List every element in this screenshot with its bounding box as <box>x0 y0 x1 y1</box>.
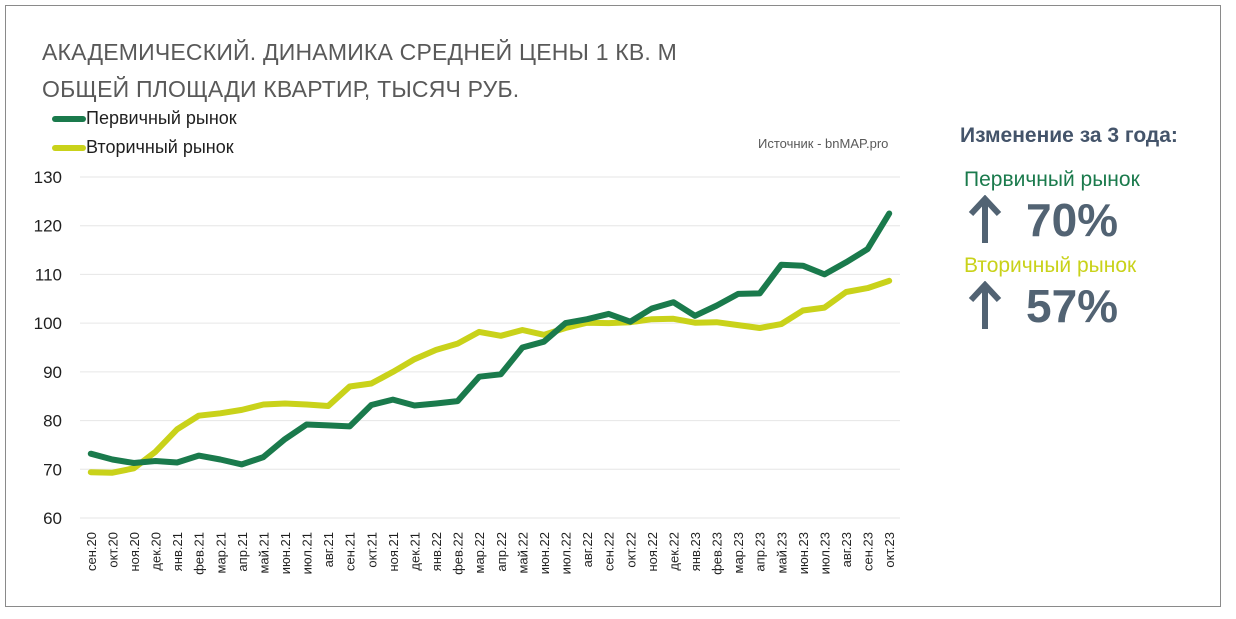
x-tick-label: сен.23 <box>861 532 876 571</box>
y-tick-label: 70 <box>43 460 62 479</box>
x-tick-label: май.23 <box>774 532 789 574</box>
legend-swatch-secondary <box>52 144 86 151</box>
x-tick-label: июн.21 <box>278 532 293 574</box>
x-tick-label: мар.23 <box>731 532 746 573</box>
y-tick-label: 120 <box>34 217 62 236</box>
y-tick-label: 100 <box>34 314 62 333</box>
x-tick-label: июн.23 <box>796 532 811 574</box>
x-tick-label: авг.23 <box>839 532 854 567</box>
x-tick-label: ноя.22 <box>645 532 660 572</box>
x-tick-label: сен.22 <box>602 532 617 571</box>
series-line-primary <box>87 210 893 468</box>
change-panel: Изменение за 3 года: Первичный рынок 70%… <box>958 124 1228 334</box>
x-tick-label: апр.21 <box>235 532 250 572</box>
y-tick-label: 130 <box>34 168 62 187</box>
x-tick-label: фев.22 <box>451 532 466 575</box>
x-tick-label: фев.21 <box>192 532 207 575</box>
chart-title-line-2: ОБЩЕЙ ПЛОЩАДИ КВАРТИР, ТЫСЯЧ РУБ. <box>42 76 520 102</box>
x-tick-label: ноя.20 <box>127 532 142 572</box>
x-tick-label: янв.23 <box>688 532 703 571</box>
change-primary-label: Первичный рынок <box>964 168 1140 191</box>
legend-item-primary: Первичный рынок <box>52 104 237 133</box>
x-tick-label: ноя.21 <box>386 532 401 572</box>
y-tick-label: 80 <box>43 412 62 431</box>
x-tick-label: дек.21 <box>407 532 422 571</box>
x-tick-label: окт.20 <box>105 532 120 568</box>
line-chart: 60 70 80 90 100 110 120 130 сен.20 окт.20 ноя.20 де… <box>34 168 900 575</box>
x-tick-label: май.21 <box>256 532 271 574</box>
x-tick-label: июн.22 <box>537 532 552 574</box>
arrow-up-icon <box>968 195 1002 243</box>
legend: Первичный рынок Вторичный рынок <box>52 104 237 162</box>
legend-label-secondary: Вторичный рынок <box>86 137 234 157</box>
x-tick-label: мар.22 <box>472 532 487 573</box>
x-tick-label: сен.21 <box>343 532 358 571</box>
y-tick-label: 90 <box>43 363 62 382</box>
x-tick-label: июл.22 <box>559 532 574 574</box>
x-tick-label: авг.22 <box>580 532 595 567</box>
x-tick-label: авг.21 <box>321 532 336 567</box>
x-tick-label: май.22 <box>515 532 530 574</box>
x-tick-label: окт.23 <box>882 532 897 568</box>
legend-swatch-primary <box>52 115 86 122</box>
x-tick-label: фев.23 <box>710 532 725 575</box>
x-tick-label: апр.23 <box>753 532 768 572</box>
change-primary: 70% <box>968 192 1228 248</box>
x-tick-label: мар.21 <box>213 532 228 573</box>
arrow-up-icon <box>968 281 1002 329</box>
x-tick-label: янв.22 <box>429 532 444 571</box>
source-note: Источник - bnMAP.pro <box>758 136 889 151</box>
change-secondary: 57% <box>968 278 1228 334</box>
legend-item-secondary: Вторичный рынок <box>52 133 237 162</box>
change-primary-value: 70% <box>1026 194 1119 246</box>
x-tick-label: янв.21 <box>170 532 185 571</box>
change-secondary-label: Вторичный рынок <box>964 254 1137 277</box>
x-tick-label: окт.21 <box>364 532 379 568</box>
x-tick-label: апр.22 <box>494 532 509 572</box>
x-tick-label: сен.20 <box>84 532 99 571</box>
x-tick-label: окт.22 <box>623 532 638 568</box>
change-panel-title: Изменение за 3 года: <box>960 124 1178 147</box>
chart-frame <box>5 5 1221 607</box>
x-tick-label: июл.21 <box>300 532 315 574</box>
x-tick-label: дек.22 <box>666 532 681 571</box>
chart-title-line-1: АКАДЕМИЧЕСКИЙ. ДИНАМИКА СРЕДНЕЙ ЦЕНЫ 1 К… <box>42 39 677 65</box>
change-secondary-value: 57% <box>1026 280 1119 332</box>
x-tick-label: дек.20 <box>149 532 164 571</box>
series-line-secondary <box>87 277 893 476</box>
y-tick-label: 60 <box>43 509 62 528</box>
x-tick-label: июл.23 <box>817 532 832 574</box>
y-tick-label: 110 <box>35 265 62 284</box>
chart-title: АКАДЕМИЧЕСКИЙ. ДИНАМИКА СРЕДНЕЙ ЦЕНЫ 1 К… <box>42 34 677 108</box>
legend-label-primary: Первичный рынок <box>86 108 237 128</box>
